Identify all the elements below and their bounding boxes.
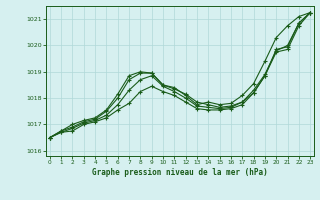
X-axis label: Graphe pression niveau de la mer (hPa): Graphe pression niveau de la mer (hPa) (92, 168, 268, 177)
